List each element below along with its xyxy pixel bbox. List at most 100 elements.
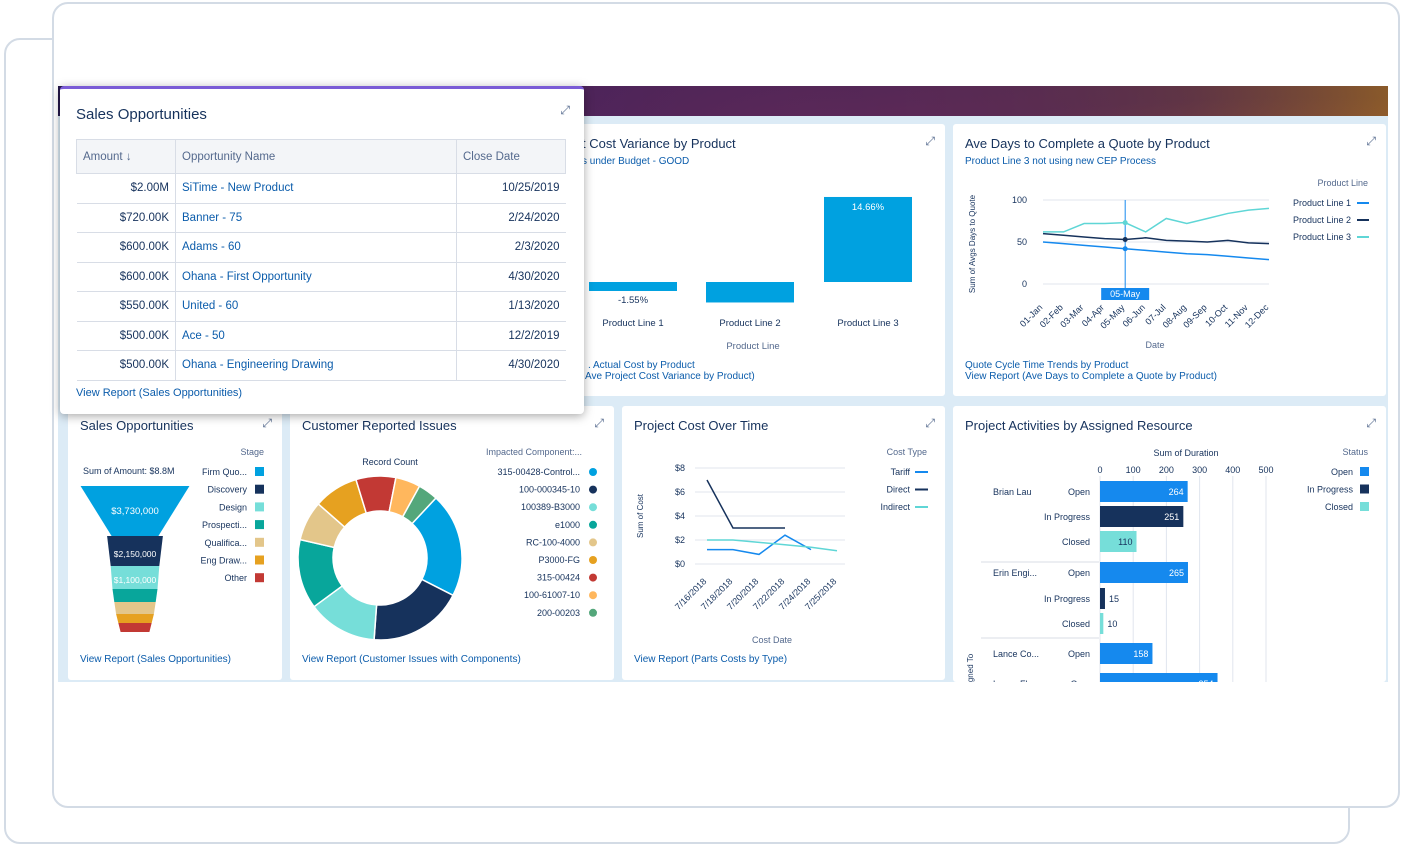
report-link[interactable]: View Report (Ave Days to Complete a Quot…: [965, 371, 1217, 382]
expand-icon[interactable]: ⤢: [925, 134, 935, 148]
amount-cell: $550.00K: [76, 291, 176, 322]
column-header-amount[interactable]: Amount ↓: [76, 139, 176, 174]
x-tick-label: 03-Mar: [1058, 302, 1085, 329]
customer-issues-card: Customer Reported Issues ⤢ Record Count …: [290, 406, 614, 680]
legend-swatch: [589, 468, 597, 476]
table-row: $2.00M SiTime - New Product 10/25/2019: [76, 173, 566, 204]
legend-item: Product Line 3: [1293, 232, 1351, 242]
bar-data-label: 15: [1109, 594, 1119, 604]
close-date-cell: 2/3/2020: [456, 232, 566, 263]
legend-item: Other: [224, 573, 247, 583]
series-line: [1042, 241, 1270, 261]
expand-icon[interactable]: ⤢: [262, 416, 272, 430]
amount-cell: $500.00K: [76, 321, 176, 351]
funnel-segment: [107, 536, 163, 566]
opportunities-table: Amount ↓ Opportunity Name Close Date $2.…: [76, 139, 566, 381]
series-line: [1042, 232, 1270, 245]
card-title: t Cost Variance by Product: [582, 136, 736, 151]
expand-icon[interactable]: ⤢: [1366, 416, 1376, 430]
x-tick-label: Product Line 1: [602, 318, 663, 329]
card-title: Sales Opportunities: [80, 418, 194, 433]
bar-data-label: 14.66%: [852, 202, 885, 213]
activities-bar-chart: Sum of Duration Status gned To 0 100 200 30…: [966, 447, 1369, 682]
close-date-cell: 4/30/2020: [456, 350, 566, 381]
x-tick-label: 06-Jun: [1121, 302, 1148, 329]
duration-bar: [1100, 588, 1105, 609]
variance-bar: [706, 282, 794, 303]
bar-data-label: 158: [1133, 649, 1148, 659]
legend-item: P3000-FG: [538, 555, 580, 565]
legend-swatch: [589, 503, 597, 512]
legend-item: Qualifica...: [204, 538, 247, 548]
legend-item: 315-00428-Control...: [497, 467, 580, 477]
legend-item: 315-00424: [537, 573, 580, 583]
close-date-cell: 1/13/2020: [456, 291, 566, 322]
amount-cell: $720.00K: [76, 203, 176, 233]
legend-swatch: [255, 484, 264, 494]
project-cost-card: Project Cost Over Time ⤢ $0 $2 $4 $6 $8 7/16/…: [622, 406, 945, 680]
hover-tooltip: [1101, 288, 1150, 300]
bar-data-label: 264: [1169, 487, 1184, 497]
legend-item: Eng Draw...: [200, 556, 247, 566]
x-axis-title: Date: [1145, 340, 1164, 350]
quote-days-card: Ave Days to Complete a Quote by Product …: [953, 124, 1386, 396]
resource-label: Lance Fl...: [993, 679, 1035, 682]
table-header-row: Amount ↓ Opportunity Name Close Date: [76, 139, 566, 174]
opportunity-link[interactable]: Ohana - First Opportunity: [175, 262, 457, 292]
bar-data-label: 354: [1198, 679, 1213, 682]
chart-caption: Quote Cycle Time Trends by Product: [965, 360, 1129, 371]
table-row: $550.00K United - 60 1/13/2020: [76, 291, 566, 322]
legend-item: Indirect: [880, 502, 910, 512]
opportunity-link[interactable]: Banner - 75: [175, 203, 457, 233]
legend-swatch: [589, 485, 597, 494]
expand-icon[interactable]: ⤢: [1366, 134, 1376, 148]
report-link[interactable]: View Report (Parts Costs by Type): [634, 654, 788, 665]
legend-item: RC-100-4000: [526, 537, 580, 547]
amount-cell: $600.00K: [76, 232, 176, 263]
status-label: Open: [1068, 649, 1090, 659]
status-label: Op...: [1070, 679, 1090, 682]
report-link[interactable]: View Report (Sales Opportunities): [80, 654, 231, 665]
table-row: $500.00K Ohana - Engineering Drawing 4/30/…: [76, 350, 566, 381]
card-title: Project Cost Over Time: [634, 418, 769, 433]
table-row: $600.00K Ohana - First Opportunity 4/30/20…: [76, 262, 566, 292]
opportunity-link[interactable]: SiTime - New Product: [175, 173, 457, 204]
legend-swatch: [255, 520, 264, 530]
legend-swatch: [589, 573, 597, 582]
opportunity-link[interactable]: Ohana - Engineering Drawing: [175, 350, 457, 381]
opportunity-link[interactable]: Adams - 60: [175, 232, 457, 263]
x-tick-label: 200: [1159, 465, 1174, 475]
bar-data-label: 251: [1164, 512, 1179, 522]
column-header-opportunity-name[interactable]: Opportunity Name: [175, 139, 457, 174]
amount-cell: $600.00K: [76, 262, 176, 292]
resource-label: Lance Co...: [993, 649, 1039, 659]
legend-swatch: [589, 591, 597, 600]
variance-bar: [824, 196, 912, 282]
expand-icon[interactable]: ⤢: [594, 416, 604, 430]
opportunity-link[interactable]: Ace - 50: [175, 321, 457, 351]
opportunity-link[interactable]: United - 60: [175, 291, 457, 322]
y-tick-label: $2: [675, 535, 685, 545]
card-title: Customer Reported Issues: [302, 418, 457, 433]
legend-item: 200-00203: [537, 608, 580, 618]
report-link[interactable]: . Actual Cost by Product: [588, 360, 695, 371]
amount-cell: $500.00K: [76, 350, 176, 381]
expand-icon[interactable]: ⤢: [560, 103, 570, 117]
view-report-link[interactable]: View Report (Sales Opportunities): [76, 387, 243, 399]
legend-swatch: [255, 467, 264, 476]
side-axis-title: gned To: [966, 653, 975, 682]
report-link[interactable]: Ave Project Cost Variance by Product): [585, 371, 755, 382]
legend-item: e1000: [555, 520, 580, 530]
card-subtitle: Product Line 3 not using new CEP Process: [965, 156, 1157, 167]
legend-item: Direct: [886, 485, 910, 495]
legend-item: 100389-B3000: [521, 502, 580, 512]
popup-title: Sales Opportunities: [76, 106, 207, 123]
funnel-segment: [80, 486, 190, 536]
legend-swatch: [255, 555, 264, 565]
variance-chart: -1.55% Product Line 1 -3.53%Product Line 2…: [589, 196, 912, 352]
column-header-close-date[interactable]: Close Date: [456, 139, 566, 174]
report-link[interactable]: View Report (Customer Issues with Compon…: [302, 654, 521, 665]
expand-icon[interactable]: ⤢: [925, 416, 935, 430]
legend-item: Product Line 1: [1293, 198, 1351, 208]
legend-swatch: [255, 537, 264, 547]
